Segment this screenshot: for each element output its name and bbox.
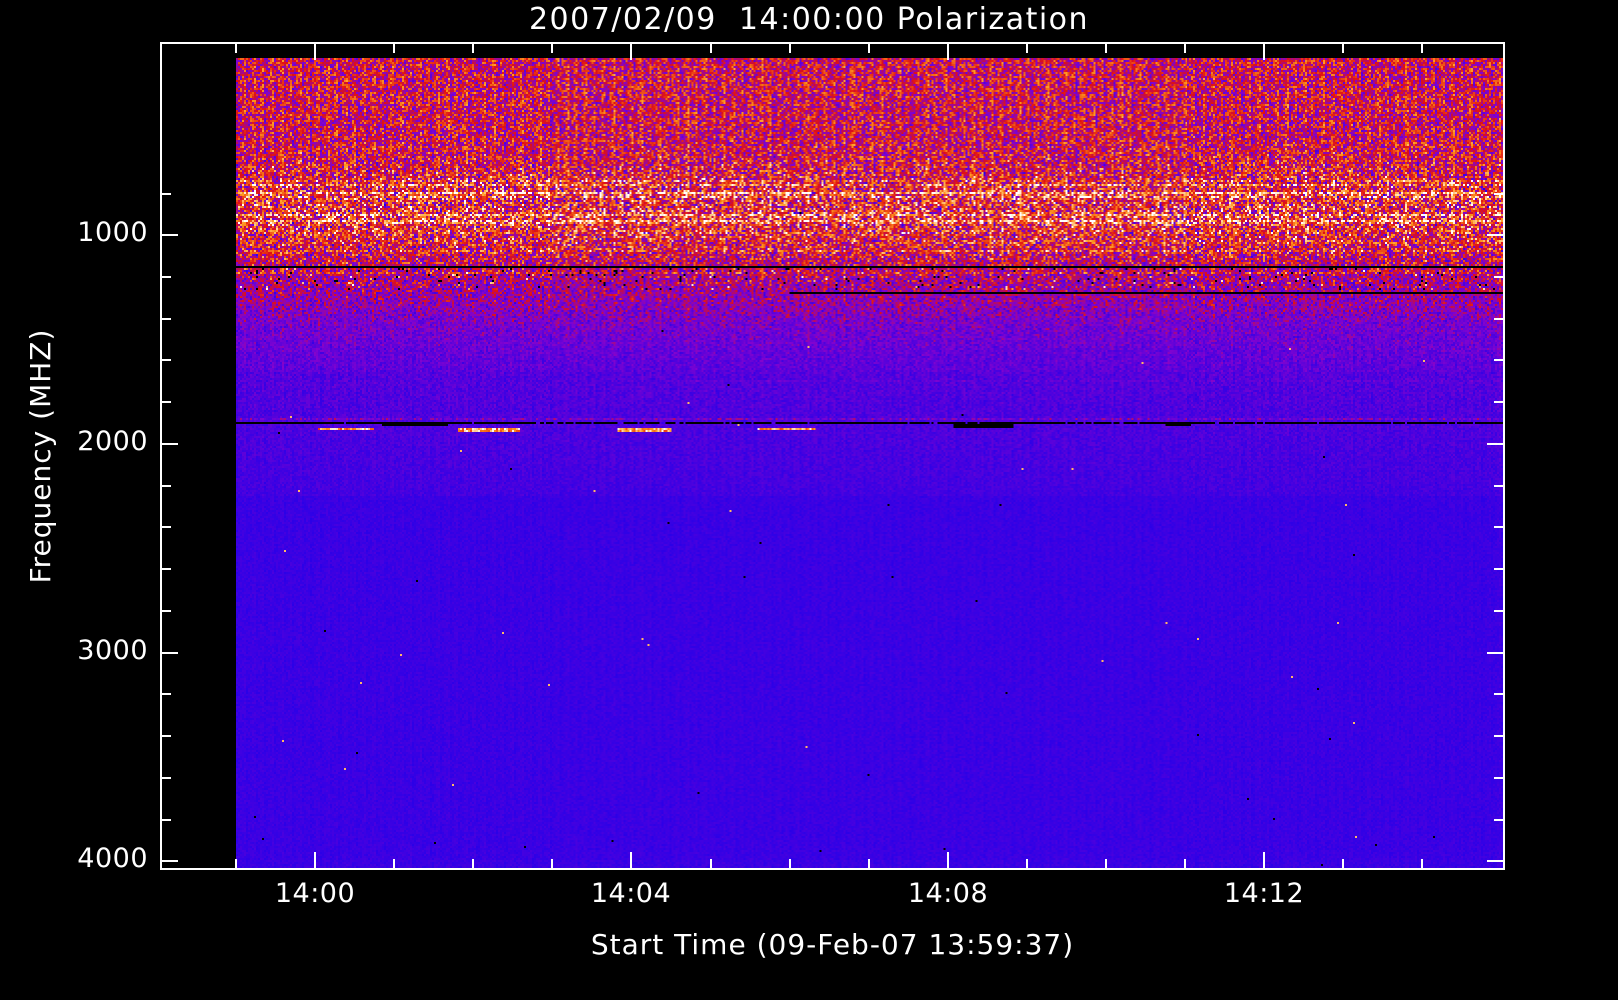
y-tick-800 [160, 193, 171, 195]
x-tick-top-360 [710, 42, 712, 53]
y-tick-3600 [160, 777, 171, 779]
x-tick-480 [868, 859, 870, 870]
x-tick-top-300 [630, 42, 632, 60]
page-title: 2007/02/09 14:00:00 Polarization [528, 2, 1090, 37]
y-tick-right-2000 [1487, 443, 1505, 445]
y-tick-2800 [160, 610, 171, 612]
x-tick-240 [551, 859, 553, 870]
x-tick-label-14-04: 14:04 [590, 878, 672, 909]
x-tick-180 [472, 859, 474, 870]
x-tick-840 [1342, 859, 1344, 870]
x-tick-900 [1421, 859, 1423, 870]
y-tick-3400 [160, 735, 171, 737]
y-tick-2400 [160, 526, 171, 528]
y-tick-1600 [160, 359, 171, 361]
y-tick-right-1200 [1494, 276, 1505, 278]
spectrogram-image [236, 58, 1503, 868]
x-tick-label-14-00: 14:00 [274, 878, 356, 909]
x-tick-top-840 [1342, 42, 1344, 53]
x-tick-540 [947, 852, 949, 870]
x-tick-720 [1184, 859, 1186, 870]
x-tick-300 [630, 852, 632, 870]
spectrogram-canvas [236, 58, 1503, 868]
y-tick-right-3800 [1494, 819, 1505, 821]
y-tick-right-1000 [1487, 234, 1505, 236]
x-tick-60 [314, 852, 316, 870]
x-tick-label-14-08: 14:08 [907, 878, 989, 909]
x-tick-label-14-12: 14:12 [1223, 878, 1305, 909]
y-tick-label-1000: 1000 [77, 217, 148, 248]
y-tick-label-3000: 3000 [77, 635, 148, 666]
y-axis-title: Frequency (MHZ) [24, 328, 57, 584]
y-tick-right-4000 [1487, 860, 1505, 862]
y-tick-3200 [160, 693, 171, 695]
y-tick-right-2400 [1494, 526, 1505, 528]
x-tick-top-660 [1105, 42, 1107, 53]
y-tick-1800 [160, 401, 171, 403]
x-tick-780 [1263, 852, 1265, 870]
y-tick-right-800 [1494, 193, 1505, 195]
y-tick-right-1600 [1494, 359, 1505, 361]
x-tick-top-180 [472, 42, 474, 53]
y-tick-right-2200 [1494, 485, 1505, 487]
x-tick-top-900 [1421, 42, 1423, 53]
x-tick-top-120 [393, 42, 395, 53]
y-tick-right-1400 [1494, 318, 1505, 320]
y-tick-right-3000 [1487, 652, 1505, 654]
x-tick-120 [393, 859, 395, 870]
y-tick-right-3600 [1494, 777, 1505, 779]
x-tick-top-0 [235, 42, 237, 53]
x-axis-title: Start Time (09-Feb-07 13:59:37) [590, 928, 1075, 961]
y-tick-2600 [160, 568, 171, 570]
y-tick-right-3400 [1494, 735, 1505, 737]
y-tick-right-2800 [1494, 610, 1505, 612]
y-tick-label-4000: 4000 [77, 843, 148, 874]
y-tick-2000 [160, 443, 178, 445]
y-tick-1200 [160, 276, 171, 278]
x-tick-600 [1026, 859, 1028, 870]
x-tick-top-780 [1263, 42, 1265, 60]
y-tick-3800 [160, 819, 171, 821]
x-tick-top-240 [551, 42, 553, 53]
y-tick-1000 [160, 234, 178, 236]
y-tick-label-2000: 2000 [77, 426, 148, 457]
y-tick-1400 [160, 318, 171, 320]
x-tick-top-420 [789, 42, 791, 53]
x-tick-660 [1105, 859, 1107, 870]
x-tick-top-480 [868, 42, 870, 53]
x-tick-0 [235, 859, 237, 870]
x-tick-360 [710, 859, 712, 870]
x-tick-420 [789, 859, 791, 870]
y-tick-3000 [160, 652, 178, 654]
x-tick-top-720 [1184, 42, 1186, 53]
y-tick-right-2600 [1494, 568, 1505, 570]
x-tick-top-60 [314, 42, 316, 60]
y-tick-right-3200 [1494, 693, 1505, 695]
y-tick-4000 [160, 860, 178, 862]
y-tick-2200 [160, 485, 171, 487]
x-tick-top-540 [947, 42, 949, 60]
x-tick-top-600 [1026, 42, 1028, 53]
y-tick-right-1800 [1494, 401, 1505, 403]
